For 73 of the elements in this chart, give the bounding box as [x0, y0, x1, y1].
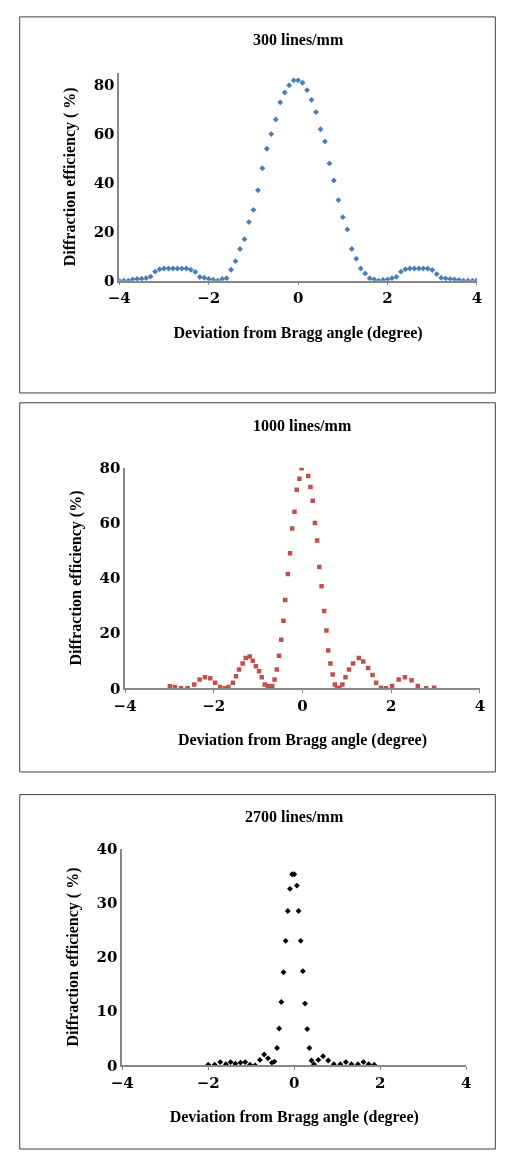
x-tick-label: 2	[382, 289, 393, 308]
y-tick-label: 20	[96, 948, 118, 967]
y-tick-label: 10	[96, 1002, 118, 1021]
point	[276, 1025, 283, 1032]
x-axis-title: Deviation from Bragg angle (degree)	[169, 1108, 419, 1127]
x-tick-label: 0	[297, 697, 308, 716]
point	[297, 937, 304, 944]
y-tick-label: 20	[99, 624, 121, 643]
point	[371, 1061, 378, 1066]
x-tick-label: −2	[202, 697, 226, 716]
x-tick-label: −4	[107, 289, 131, 308]
point	[232, 1060, 239, 1066]
y-axis-title: Diffraction efficiency ( %)	[61, 87, 80, 267]
point	[247, 1061, 253, 1066]
point	[284, 908, 291, 914]
y-axis-title: Diffraction efficiency ( %)	[63, 867, 82, 1047]
y-axis-title: Diffraction efficiency (%)	[66, 490, 85, 666]
y-tick-label: 40	[96, 840, 118, 859]
y-tick-label: 20	[93, 223, 115, 242]
point	[222, 1061, 229, 1066]
point	[355, 1061, 361, 1066]
point	[280, 969, 287, 976]
y-tick-label: 80	[93, 76, 115, 95]
x-tick-label: 4	[471, 289, 483, 308]
point	[265, 1055, 271, 1062]
point	[360, 1059, 367, 1066]
point	[365, 1061, 372, 1066]
y-tick-label: 40	[93, 174, 115, 193]
point	[256, 1057, 263, 1063]
point	[306, 1045, 313, 1051]
point	[315, 1057, 322, 1063]
y-tick-label: 30	[96, 894, 118, 913]
x-tick-label: −2	[196, 1074, 220, 1093]
point	[282, 937, 289, 944]
y-tick-label: 0	[104, 271, 115, 290]
y-tick-label: 40	[99, 569, 121, 588]
x-tick-label: 2	[375, 1074, 386, 1093]
x-tick-label: −2	[197, 289, 221, 308]
x-tick-label: 2	[385, 697, 397, 716]
x-tick-label: 0	[289, 1074, 300, 1093]
point	[302, 1000, 308, 1007]
x-tick-label: 0	[292, 289, 304, 308]
point	[261, 1051, 268, 1058]
x-tick-label: −4	[113, 697, 137, 716]
point	[304, 1026, 311, 1032]
point	[325, 1057, 332, 1064]
x-tick-label: 4	[461, 1074, 472, 1093]
point	[330, 1061, 337, 1066]
point	[237, 1059, 244, 1066]
chart-title: 300 lines/mm	[253, 31, 344, 48]
point	[287, 885, 293, 892]
point	[348, 1061, 355, 1066]
point	[211, 1061, 218, 1066]
point	[227, 1059, 234, 1066]
chart-title: 1000 lines/mm	[253, 417, 352, 434]
y-tick-label: 0	[107, 1056, 118, 1075]
y-tick-label: 80	[99, 459, 121, 478]
point	[337, 1061, 344, 1066]
chart-title: 2700 lines/mm	[245, 808, 344, 825]
y-tick-label: 60	[93, 125, 115, 144]
point	[295, 908, 302, 914]
point	[278, 999, 285, 1005]
point	[242, 1059, 249, 1066]
point	[205, 1061, 212, 1066]
x-axis-title: Deviation from Bragg angle (degree)	[177, 731, 428, 750]
x-tick-label: 4	[474, 697, 486, 716]
point	[311, 1061, 317, 1066]
x-tick-label: −4	[110, 1074, 134, 1093]
y-tick-label: 60	[99, 514, 121, 533]
x-axis-title: Deviation from Bragg angle (degree)	[173, 323, 423, 342]
point	[217, 1059, 224, 1066]
point	[293, 882, 300, 889]
y-tick-label: 0	[109, 679, 121, 698]
